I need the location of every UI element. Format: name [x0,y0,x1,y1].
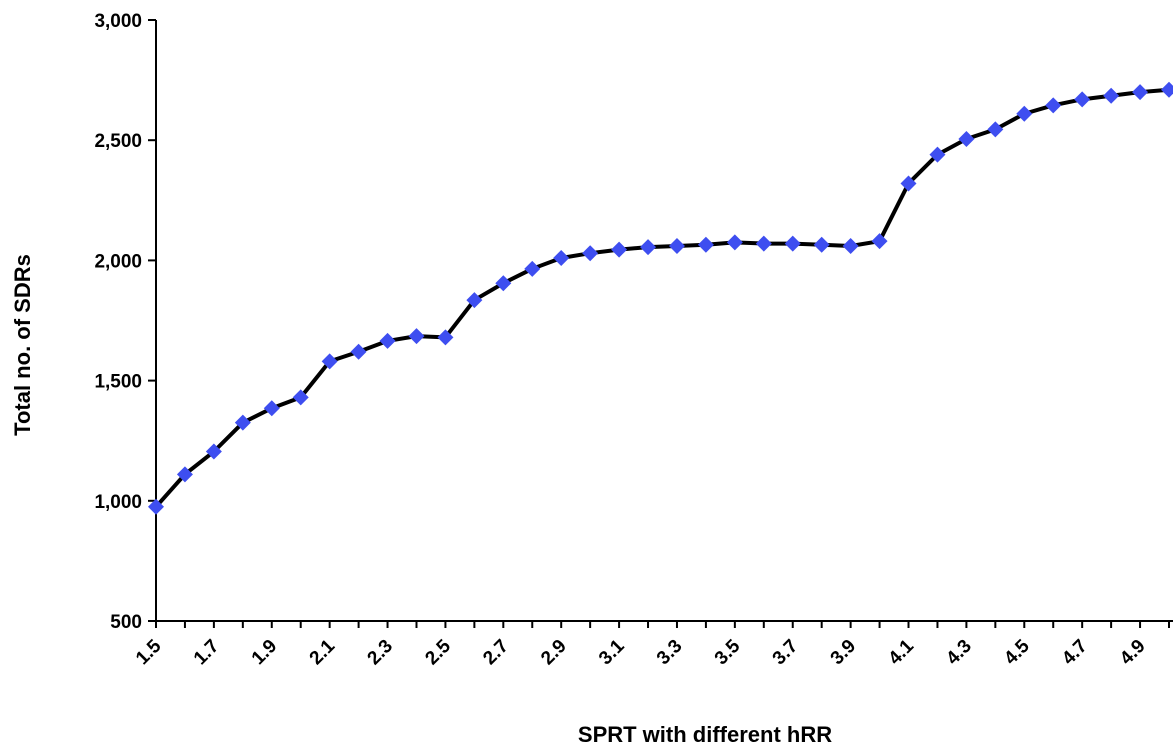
x-tick-label: 4.9 [1116,636,1150,670]
data-point [437,329,454,346]
y-tick-label: 2,000 [94,251,142,272]
y-axis-title: Total no. of SDRs [10,254,35,436]
x-tick-label: 1.5 [132,635,166,669]
data-point [755,235,772,252]
data-point [842,237,859,254]
data-point [697,236,714,253]
data-point [813,236,830,253]
data-point [1045,97,1062,114]
data-point [379,332,396,349]
x-tick-label: 3.1 [595,635,629,669]
data-point [176,466,193,483]
data-point [408,328,425,345]
x-axis-title: SPRT with different hRR [578,722,832,747]
x-tick-label: 4.3 [942,636,976,670]
x-tick-label: 2.7 [479,636,513,670]
data-point [640,239,657,256]
data-point [1103,87,1120,104]
x-tick-label: 3.7 [769,636,803,670]
data-point [148,498,164,515]
y-tick-label: 3,000 [94,11,142,32]
data-point [1016,105,1033,122]
data-point [611,241,628,258]
y-tick-label: 1,000 [94,492,142,513]
y-tick-label: 500 [110,612,142,633]
x-tick-label: 2.9 [537,636,571,670]
series-layer [148,81,1173,515]
x-tick-label: 2.3 [364,636,398,670]
x-tick-label: 1.7 [190,636,224,670]
data-point [726,234,743,251]
data-point [668,237,685,254]
x-tick-label: 2.1 [306,635,340,669]
x-tick-label: 4.7 [1058,636,1092,670]
data-point [321,353,338,370]
series-line [154,87,1170,509]
data-point [1161,81,1173,98]
data-point [524,260,541,277]
x-ticks: 1.5 1.7 1.9 2.1 2.3 2.5 2.7 2.9 3.1 3.3 3.5 3.7 3.9 4… [132,621,1170,670]
data-point [205,443,222,460]
y-ticks: 500 1,000 1,500 2,000 2,500 3,000 [94,11,156,633]
data-point [466,292,483,309]
data-point [1074,91,1091,108]
data-point [958,130,975,147]
data-point [1132,84,1149,101]
data-point [784,235,801,252]
x-tick-label: 3.5 [711,635,745,669]
data-point [350,343,367,360]
x-tick-label: 4.1 [885,635,919,669]
y-tick-label: 2,500 [94,131,142,152]
data-point [553,249,570,266]
x-tick-label: 1.9 [248,636,282,670]
x-tick-label: 4.5 [1000,635,1034,669]
data-point [582,245,599,262]
x-tick-label: 3.9 [827,636,861,670]
data-point [234,414,251,431]
x-tick-label: 3.3 [653,636,687,670]
data-point [263,400,280,417]
data-point [292,389,309,406]
data-point [987,121,1004,138]
data-point [495,275,512,292]
data-point [900,175,917,192]
data-point [929,146,946,163]
y-tick-label: 1,500 [94,372,142,393]
x-tick-label: 2.5 [421,635,455,669]
data-point [871,233,888,250]
